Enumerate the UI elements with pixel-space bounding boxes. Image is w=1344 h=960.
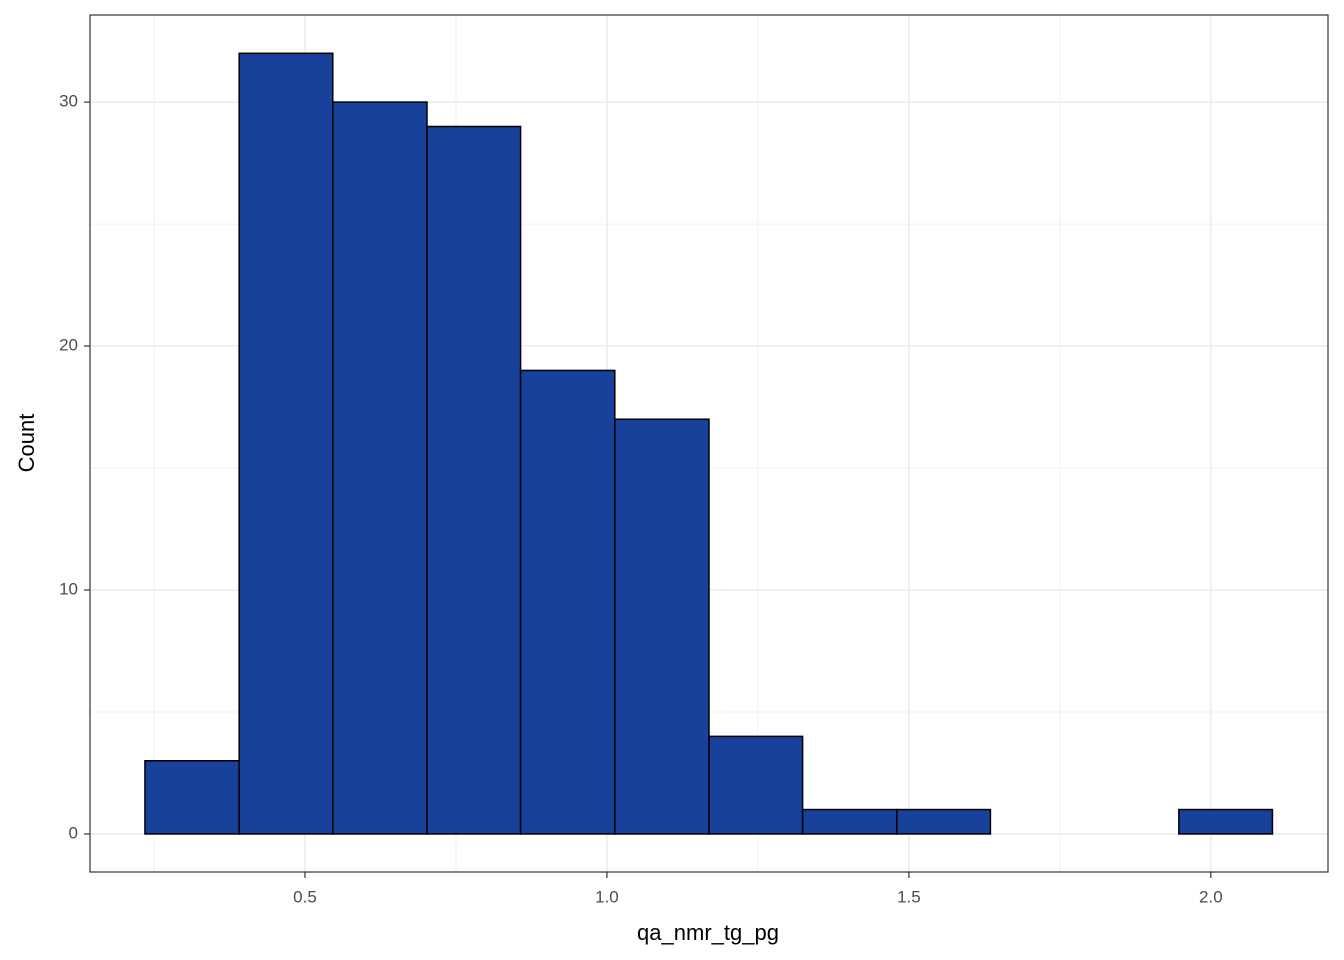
bar — [1178, 808, 1274, 835]
bar — [801, 808, 898, 835]
x-tick-label: 2.0 — [1199, 887, 1223, 906]
panel-border — [89, 14, 1329, 873]
x-tick-label: 1.5 — [897, 887, 921, 906]
y-tick-label: 20 — [59, 336, 78, 355]
y-axis-title: Count — [14, 414, 39, 473]
bar — [332, 101, 428, 835]
x-tick-label: 1.0 — [595, 887, 619, 906]
bar — [708, 735, 804, 835]
x-axis-title: qa_nmr_tg_pg — [637, 920, 779, 945]
bar — [519, 369, 616, 835]
bar — [614, 418, 710, 835]
y-tick-label: 10 — [59, 579, 78, 598]
bar — [426, 125, 522, 835]
bar — [238, 52, 334, 835]
bar — [144, 760, 240, 835]
bar — [896, 808, 992, 835]
y-tick-label: 30 — [59, 92, 78, 111]
x-tick-label: 0.5 — [293, 887, 317, 906]
y-tick-label: 0 — [69, 823, 78, 842]
